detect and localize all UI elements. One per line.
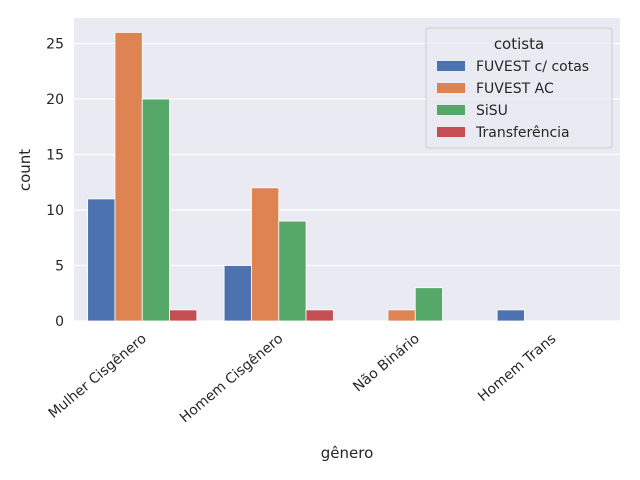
legend-entry: Transferência: [475, 125, 570, 141]
x-axis-label: gênero: [321, 444, 374, 462]
y-tick-label: 15: [46, 148, 64, 164]
bar: [414, 287, 443, 322]
bar: [496, 309, 525, 322]
y-tick-label: 0: [55, 314, 64, 330]
x-tick-label: Mulher Cisgênero: [46, 331, 150, 422]
legend-swatch: [437, 105, 465, 115]
legend-swatch: [437, 61, 465, 71]
bar: [114, 32, 143, 322]
legend-entry: FUVEST AC: [476, 81, 554, 97]
legend-entry: FUVEST c/ cotas: [476, 59, 589, 75]
legend-frame: [425, 27, 613, 149]
bar: [169, 309, 198, 322]
x-tick-label: Não Binário: [350, 331, 423, 395]
legend: cotista FUVEST c/ cotas FUVEST AC SiSU Trans…: [425, 27, 613, 149]
y-tick-label: 10: [46, 203, 64, 219]
y-tick-label: 5: [55, 259, 64, 275]
y-axis-label: count: [16, 149, 34, 191]
bars: [87, 32, 525, 322]
legend-swatch: [437, 83, 465, 93]
x-tick-labels: Mulher Cisgênero Homem Cisgênero Não Binár…: [46, 331, 560, 426]
y-tick-labels: 0 5 10 15 20 25: [46, 37, 64, 330]
bar: [251, 187, 280, 322]
y-tick-label: 25: [46, 37, 64, 53]
x-tick-label: Homem Cisgênero: [177, 331, 286, 426]
y-tick-label: 20: [46, 92, 64, 108]
legend-swatch: [437, 127, 465, 137]
bar: [141, 98, 170, 322]
legend-entry: SiSU: [476, 103, 508, 119]
bar: [278, 220, 307, 322]
bar: [305, 309, 334, 322]
bar: [223, 265, 252, 322]
legend-title: cotista: [494, 35, 544, 53]
x-tick-label: Homem Trans: [475, 331, 559, 405]
bar: [87, 198, 116, 322]
bar: [387, 309, 416, 322]
